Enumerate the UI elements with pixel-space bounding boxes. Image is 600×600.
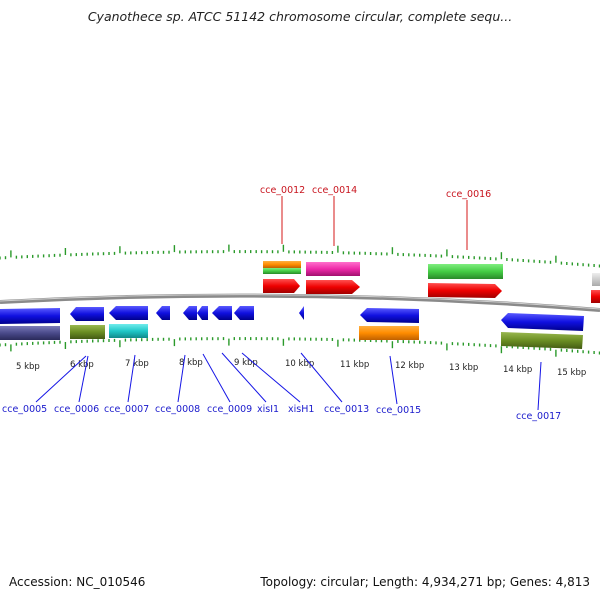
gene-label-cce-0007[interactable]: cce_0007 [104,404,149,415]
gene-label-cce-0016[interactable]: cce_0016 [446,189,491,200]
scale-label-11kbp: 11 kbp [340,360,369,370]
gene-arrow[interactable] [0,308,60,324]
gene-label-cce-0014[interactable]: cce_0014 [312,185,357,196]
gene-label-cce-0009[interactable]: cce_0009 [207,404,252,415]
scale-label-7kbp: 7 kbp [125,359,149,369]
gene-label-cce-0006[interactable]: cce_0006 [54,404,99,415]
gene-labels: cce_0005 cce_0006 cce_0007 cce_0008 cce_… [2,185,561,422]
gene-feature[interactable] [109,324,148,338]
gene-feature[interactable] [591,290,600,303]
gene-arrow[interactable] [183,306,197,320]
scale-label-5kbp: 5 kbp [16,362,40,372]
gene-feature[interactable] [263,261,301,268]
gene-feature[interactable] [70,325,105,339]
gene-arrow[interactable] [109,306,148,320]
gene-label-xisi1[interactable]: xisI1 [257,404,279,415]
gene-feature[interactable] [359,326,419,340]
gene-feature[interactable] [501,332,583,349]
gene-label-cce-0005[interactable]: cce_0005 [2,404,47,415]
gene-arrow[interactable] [428,283,502,298]
scale-label-9kbp: 9 kbp [234,358,258,368]
scale-label-12kbp: 12 kbp [395,361,424,371]
gene-feature[interactable] [428,264,503,279]
gene-feature[interactable] [592,273,600,286]
gene-arrow[interactable] [501,313,584,331]
gene-feature[interactable] [263,268,301,274]
reverse-strand-features [0,306,584,349]
gene-arrow[interactable] [306,280,360,294]
scale-label-8kbp: 8 kbp [179,358,203,368]
gene-label-cce-0015[interactable]: cce_0015 [376,405,421,416]
topology-info: Topology: circular; Length: 4,934,271 bp… [260,575,590,589]
forward-strand-features [263,261,600,303]
gene-label-cce-0017[interactable]: cce_0017 [516,411,561,422]
map-title: Cyanothece sp. ATCC 51142 chromosome cir… [87,9,513,24]
gene-arrow[interactable] [212,306,232,320]
scale-label-15kbp: 15 kbp [557,368,586,378]
gene-arrow[interactable] [299,306,304,320]
scale-label-13kbp: 13 kbp [449,363,478,373]
scale-label-14kbp: 14 kbp [503,365,532,375]
gene-label-xish1[interactable]: xisH1 [288,404,314,415]
gene-arrow[interactable] [156,306,170,320]
gene-arrow[interactable] [360,308,419,323]
chromosome-backbone [0,293,600,312]
scale-ticks-upper [0,244,600,268]
gene-feature[interactable] [306,262,360,276]
label-leader-lines [35,196,542,411]
gene-arrow[interactable] [234,306,254,320]
scale-labels: 5 kbp 6 kbp 7 kbp 8 kbp 9 kbp 10 kbp 11 … [16,358,586,378]
scale-label-10kbp: 10 kbp [285,359,314,369]
gene-label-cce-0013[interactable]: cce_0013 [324,404,369,415]
scale-label-6kbp: 6 kbp [70,360,94,370]
gene-label-cce-0012[interactable]: cce_0012 [260,185,305,196]
gene-feature[interactable] [0,326,60,340]
gene-arrow[interactable] [263,279,300,293]
accession-label: Accession: NC_010546 [9,575,146,589]
gene-arrow[interactable] [197,306,208,320]
gene-label-cce-0008[interactable]: cce_0008 [155,404,200,415]
gene-arrow[interactable] [70,307,104,321]
